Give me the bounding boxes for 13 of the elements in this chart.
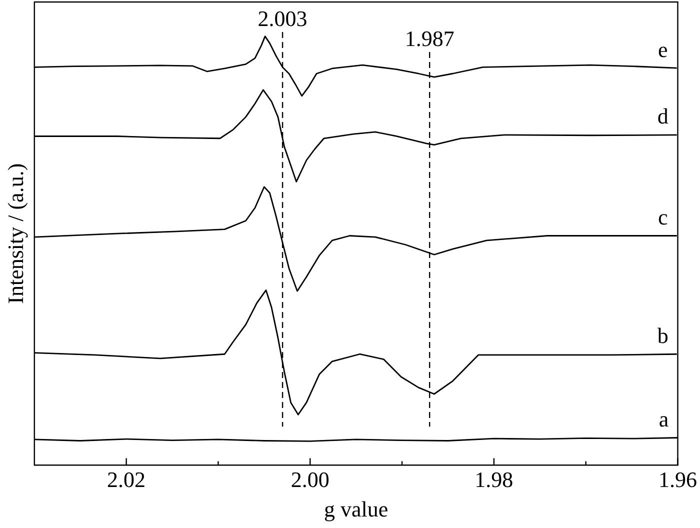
ref-line-label: 2.003 <box>258 6 308 31</box>
series-label: e <box>658 36 668 62</box>
x-tick-label: 2.02 <box>107 467 146 492</box>
x-tick-label: 2.00 <box>290 467 330 492</box>
ref-line-label: 1.987 <box>404 26 454 51</box>
series-label: d <box>657 104 668 129</box>
x-tick-label: 1.98 <box>474 467 514 492</box>
x-tick-label: 1.96 <box>658 467 697 492</box>
series-label: c <box>658 204 668 230</box>
x-axis-title: g value <box>324 496 388 522</box>
series-label: a <box>658 406 669 432</box>
series-label: b <box>657 322 668 348</box>
y-axis-title: Intensity / (a.u.) <box>2 163 28 304</box>
